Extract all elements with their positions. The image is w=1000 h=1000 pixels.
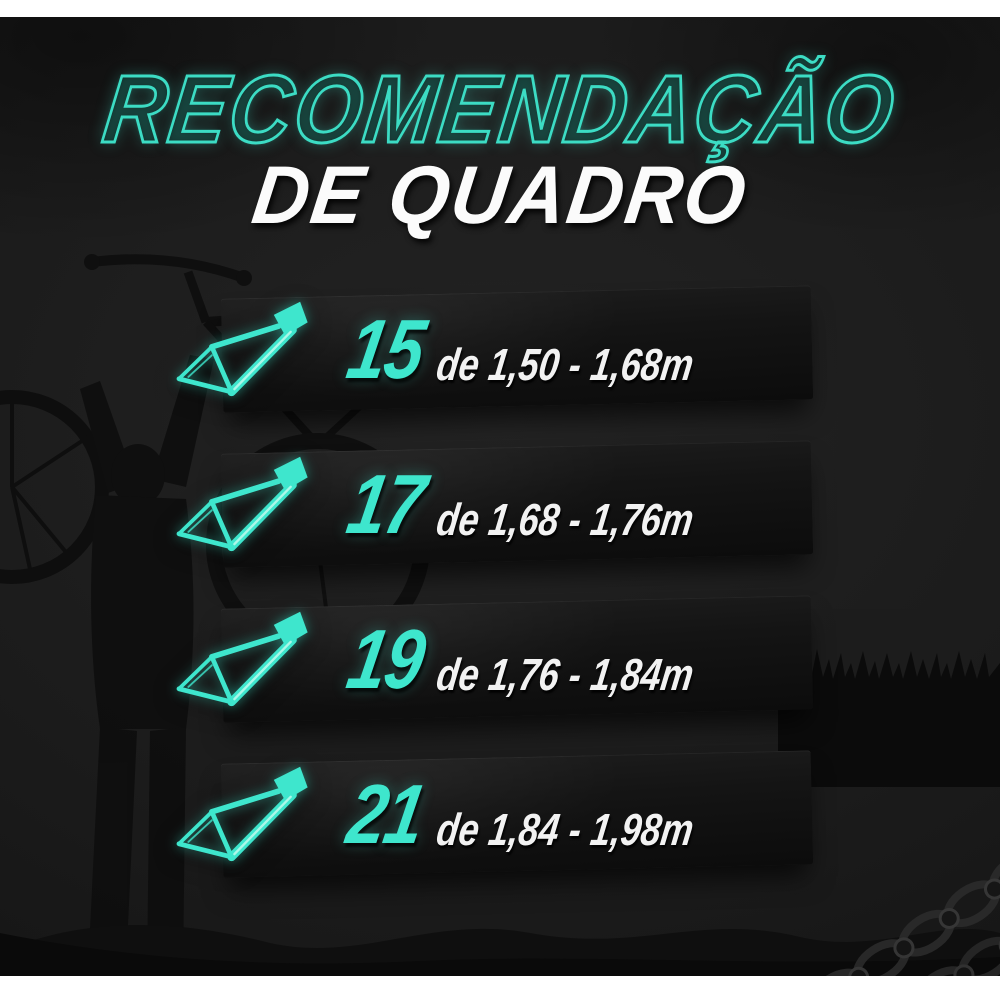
size-row-17: 17 de 1,68 - 1,76m	[176, 440, 814, 568]
height-range: de 1,76 - 1,84m	[433, 649, 697, 700]
frame-size-value: 17	[341, 457, 431, 551]
frame-size-value: 19	[341, 612, 431, 706]
bike-wheel-silhouette	[0, 390, 109, 584]
size-row-15: 15 de 1,50 - 1,68m	[176, 285, 814, 413]
frame-size-value: 21	[341, 767, 431, 861]
height-range: de 1,50 - 1,68m	[433, 339, 697, 390]
poster-title: RECOMENDAÇÃO	[96, 55, 903, 165]
size-rows: 15 de 1,50 - 1,68m 17 de 1,68 - 1,76m	[176, 285, 814, 912]
poster-header: RECOMENDAÇÃO DE QUADRO	[0, 55, 1000, 241]
height-range: de 1,68 - 1,76m	[433, 494, 697, 545]
hills-silhouette	[0, 924, 1000, 976]
poster-subtitle: DE QUADRO	[247, 149, 753, 241]
bike-frame-icon	[176, 456, 308, 552]
size-row-19: 19 de 1,76 - 1,84m	[176, 595, 814, 723]
size-row-21: 21 de 1,84 - 1,98m	[176, 750, 814, 878]
height-range: de 1,84 - 1,98m	[433, 804, 697, 855]
poster: RECOMENDAÇÃO DE QUADRO 15 de 1,50 - 1,68…	[0, 17, 1000, 976]
grass-silhouette	[778, 609, 1000, 787]
bike-frame-icon	[176, 611, 308, 707]
bike-frame-icon	[176, 301, 308, 397]
bike-frame-icon	[176, 766, 308, 862]
frame-size-value: 15	[341, 302, 431, 396]
chain-silhouette	[807, 851, 1000, 976]
